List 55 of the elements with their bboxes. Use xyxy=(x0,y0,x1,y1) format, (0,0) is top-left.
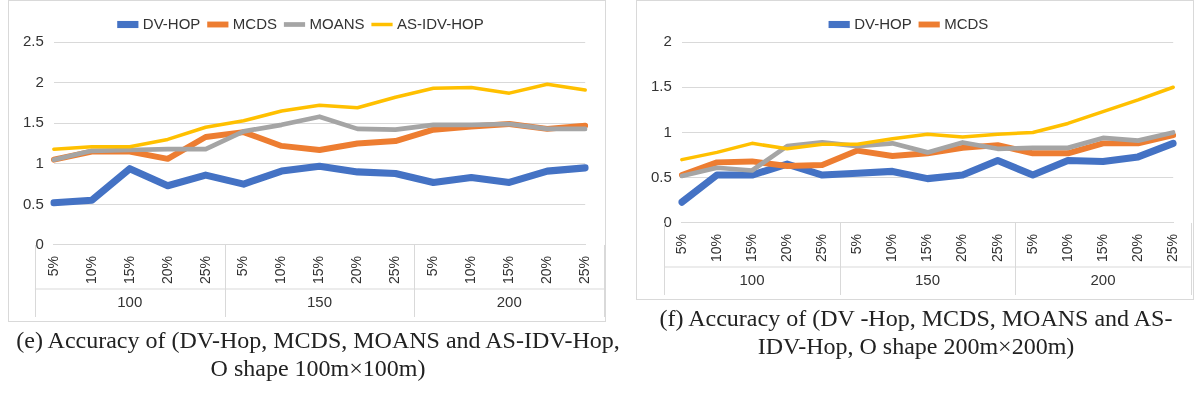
legend-label: DV-HOP xyxy=(142,14,201,32)
y-tick-label: 1.5 xyxy=(650,77,672,95)
y-tick-label: 1 xyxy=(663,122,672,140)
x-tick-label: 10% xyxy=(1058,233,1075,263)
x-tick-label: 20% xyxy=(538,255,555,285)
x-tick-label: 25% xyxy=(1164,233,1181,263)
text: 200 xyxy=(1090,271,1116,289)
x-tick-label: 15% xyxy=(1093,233,1110,263)
x-tick-label: 15% xyxy=(918,233,935,263)
x-tick-label: 10% xyxy=(82,255,99,285)
x-tick-label: 5% xyxy=(672,233,689,255)
x-tick-label: 5% xyxy=(44,255,61,277)
text: 150 xyxy=(915,271,941,289)
y-tick-label: 2 xyxy=(663,32,672,50)
x-tick-label: 20% xyxy=(348,255,365,285)
x-tick-label: 15% xyxy=(120,255,137,285)
y-tick-label: 2 xyxy=(35,72,44,90)
y-tick-label: 0 xyxy=(663,213,672,231)
text: 100 xyxy=(739,271,765,289)
y-tick-label: 0.5 xyxy=(22,194,44,212)
x-tick-label: 10% xyxy=(272,255,289,285)
x-tick-label: 10% xyxy=(883,233,900,263)
x-tick-label: 25% xyxy=(576,255,593,285)
x-tick-label: 10% xyxy=(462,255,479,285)
legend-label: MCDS xyxy=(232,14,277,32)
x-tick-label: 15% xyxy=(310,255,327,285)
text: (f) Accuracy of (DV -Hop, MCDS, MOANS and AS-IDV-Hop, O shape 200m×200m) xyxy=(658,304,1174,360)
x-tick-label: 20% xyxy=(778,233,794,263)
x-tick-label: 25% xyxy=(386,255,403,285)
legend-label: MCDS xyxy=(944,14,989,32)
legend-label: AS-IDV-HOP xyxy=(397,14,484,32)
text: 100 xyxy=(117,293,143,311)
x-tick-label: 20% xyxy=(953,233,970,263)
legend-label: MOANS xyxy=(309,14,365,32)
y-tick-label: 2.5 xyxy=(22,32,44,50)
x-tick-label: 20% xyxy=(1128,233,1145,263)
x-tick-label: 10% xyxy=(707,233,724,263)
legend-label: DV-HOP xyxy=(854,14,912,32)
text: 200 xyxy=(496,293,522,311)
x-tick-label: 15% xyxy=(742,233,759,263)
x-tick-label: 5% xyxy=(234,255,251,277)
y-tick-label: 0.5 xyxy=(650,167,672,185)
x-tick-label: 15% xyxy=(500,255,517,285)
x-tick-label: 20% xyxy=(158,255,175,285)
y-tick-label: 1.5 xyxy=(22,113,44,131)
x-tick-label: 25% xyxy=(813,233,830,263)
x-tick-label: 5% xyxy=(1023,233,1040,255)
y-tick-label: 0 xyxy=(35,235,44,253)
y-tick-label: 1 xyxy=(35,153,44,171)
x-tick-label: 5% xyxy=(424,255,441,277)
x-tick-label: 25% xyxy=(988,233,1005,263)
x-tick-label: 5% xyxy=(848,233,865,255)
text: (e) Accuracy of (DV-Hop, MCDS, MOANS and AS-IDV-Hop, O shape 100m×100m) xyxy=(15,326,621,382)
x-tick-label: 25% xyxy=(196,255,213,285)
text: 150 xyxy=(307,293,333,311)
